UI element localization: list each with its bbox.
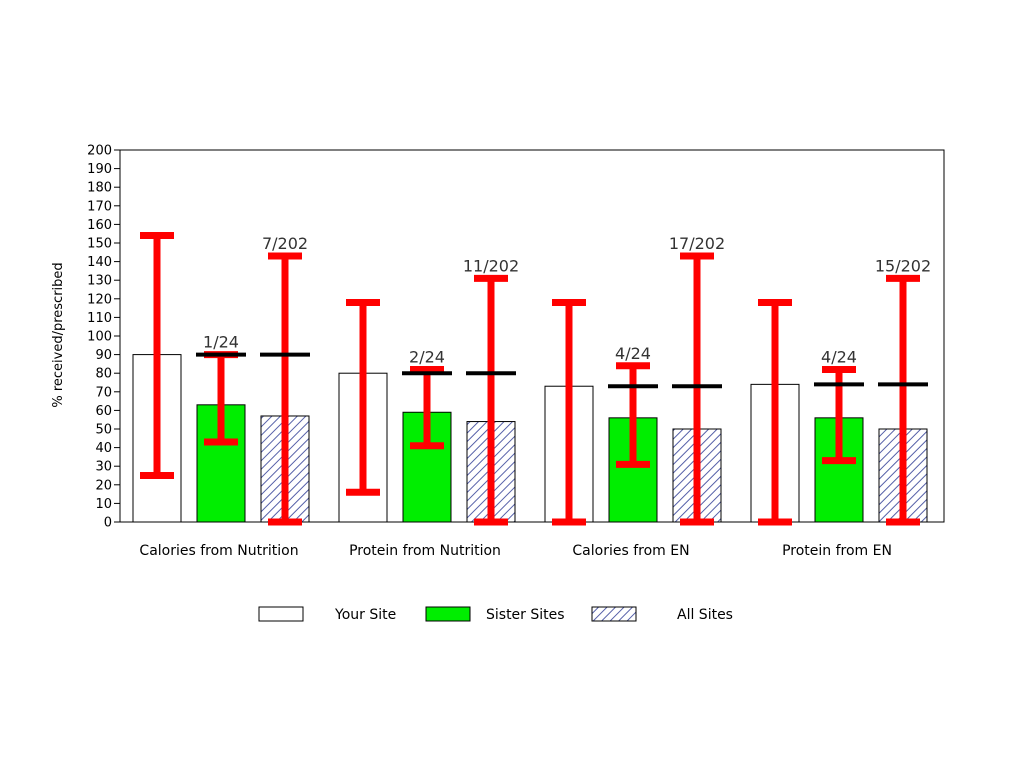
bar-annotation: 11/202 [463,256,519,275]
y-tick-label: 70 [95,385,112,400]
category-label: Calories from EN [572,543,689,559]
legend-label: All Sites [677,607,733,623]
bar-annotation: 7/202 [262,234,308,253]
y-tick-label: 40 [95,441,112,456]
y-tick-label: 200 [87,144,112,159]
category-label: Protein from Nutrition [349,543,501,559]
legend-label: Sister Sites [486,607,565,623]
category-label: Protein from EN [782,543,892,559]
y-tick-label: 50 [95,423,112,438]
y-tick-label: 180 [87,181,112,196]
y-tick-label: 10 [95,497,112,512]
y-tick-label: 100 [87,330,112,345]
legend-swatch [258,606,304,622]
legend-swatch [591,606,637,622]
bar [814,417,864,523]
category-label: Calories from Nutrition [139,543,298,559]
bar-annotation: 2/24 [409,347,445,366]
y-tick-label: 20 [95,478,112,493]
y-tick-label: 190 [87,162,112,177]
y-tick-label: 0 [104,516,112,531]
legend-swatch [425,606,471,622]
legend-label: Your Site [334,607,396,623]
y-tick-label: 90 [95,348,112,363]
y-tick-label: 150 [87,237,112,252]
y-tick-label: 140 [87,255,112,270]
bar-annotation: 4/24 [821,347,857,366]
legend: Your Site Sister Sites All Sites [258,606,733,623]
y-tick-label: 80 [95,367,112,382]
y-axis-label: % received/prescribed [51,262,66,407]
y-tick-label: 130 [87,274,112,289]
bar-annotation: 15/202 [875,256,931,275]
bar-annotation: 4/24 [615,344,651,363]
bar-annotation: 17/202 [669,234,725,253]
y-tick-label: 160 [87,218,112,233]
y-tick-label: 170 [87,199,112,214]
y-tick-label: 30 [95,460,112,475]
plot-area: 0 10 20 30 40 50 60 70 80 90 100 110 120 130 140 150 160… [87,144,945,559]
bar-annotation: 1/24 [203,333,239,352]
y-tick-label: 110 [87,311,112,326]
y-tick-label: 60 [95,404,112,419]
y-tick-label: 120 [87,292,112,307]
